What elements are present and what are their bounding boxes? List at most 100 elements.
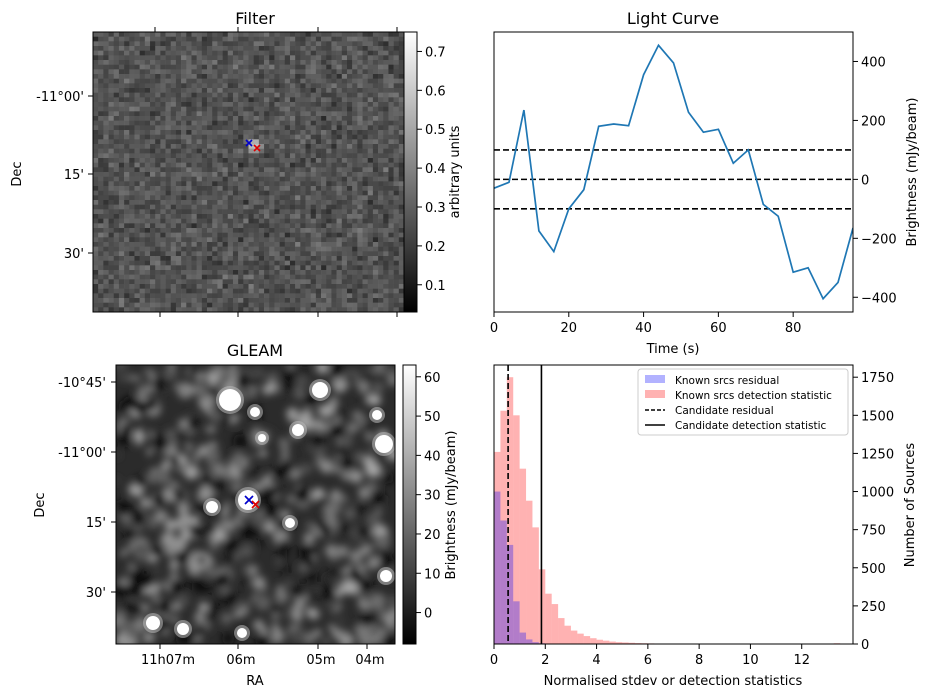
detection-histogram-bar <box>545 593 552 644</box>
filter-markers <box>245 139 261 152</box>
candidate-position-marker <box>251 500 260 509</box>
lightcurve-ylabel: Brightness (mJy/beam) <box>905 98 920 247</box>
residual-histogram-bar <box>494 491 501 644</box>
histogram-axes: 0 2 4 6 8 10 12 0 250 500 750 1000 1250 1500 1750 <box>490 371 894 668</box>
residual-histogram-bar <box>526 639 533 644</box>
lightcurve-ytick-label: 400 <box>861 55 886 70</box>
histogram-xtick-label: 2 <box>541 653 549 668</box>
filter-colorbar-frame <box>403 31 418 313</box>
detection-histogram-bar <box>596 639 603 644</box>
gleam-xtick-label: 11h07m <box>141 653 195 668</box>
gleam-colorbar-label: Brightness (mJy/beam) <box>444 431 459 580</box>
candidate-position-marker <box>253 144 261 152</box>
gleam-xtick-label: 05m <box>306 653 335 668</box>
colorbar-tick-label: 30 <box>424 489 441 504</box>
filter-colorbar: 0.1 0.2 0.3 0.4 0.5 0.6 0.7 arbitrary units <box>403 31 463 313</box>
histogram-ytick-label: 750 <box>861 524 886 539</box>
detection-histogram-bar <box>526 500 533 644</box>
colorbar-tick-label: 0.7 <box>425 45 446 60</box>
histogram-xtick-label: 4 <box>592 653 600 668</box>
gleam-ytick-label: 15' <box>86 516 106 531</box>
detection-histogram-bar <box>570 630 578 644</box>
detection-histogram-bar <box>590 638 597 644</box>
detection-histogram-bar <box>609 641 616 644</box>
filter-colorbar-gradient <box>404 32 417 312</box>
colorbar-tick-label: 10 <box>424 567 441 582</box>
detection-histogram-bar <box>628 642 636 644</box>
detection-histogram-bar <box>583 636 591 644</box>
colorbar-tick-label: 40 <box>424 449 441 464</box>
detection-histogram-bar <box>615 642 623 644</box>
histogram-ytick-label: 500 <box>861 562 886 577</box>
lightcurve-title: Light Curve <box>627 9 719 28</box>
gleam-colorbar-gradient <box>403 365 416 644</box>
gleam-title: GLEAM <box>227 341 283 360</box>
gleam-colorbar: 0 10 20 30 40 50 60 Brightness (mJy/beam) <box>402 364 459 645</box>
histogram-ytick-label: 1500 <box>861 409 894 424</box>
gleam-xlabel: RA <box>246 674 264 689</box>
colorbar-tick-label: 0.3 <box>425 201 446 216</box>
detection-histogram-bar <box>577 633 584 644</box>
legend-entry-label: Known srcs residual <box>675 375 779 387</box>
legend-swatch <box>645 390 665 398</box>
colorbar-tick-label: 50 <box>424 410 441 425</box>
lightcurve-panel: Light Curve 0 20 40 60 80 −400 −200 0 200 400 Tim… <box>490 9 920 357</box>
residual-histogram-bar <box>519 632 527 644</box>
detection-histogram-bar <box>622 642 629 644</box>
lightcurve-frame <box>493 31 854 313</box>
lightcurve-ytick-label: −200 <box>861 232 897 247</box>
lightcurve-plot-area <box>494 43 853 301</box>
legend-swatch <box>645 375 665 383</box>
gleam-panel: GLEAM -10°45' -11°00' 15' 30' 11h07m 06m… <box>33 341 459 689</box>
lightcurve-ytick-label: 200 <box>861 114 886 129</box>
filter-panel: Filter -11°00' 15' 30' Dec 0.10.20.30.40… <box>10 9 463 317</box>
colorbar-tick-label: 0.2 <box>425 240 446 255</box>
lightcurve-xtick-label: 20 <box>561 321 578 336</box>
catalog-position-marker <box>245 139 253 147</box>
detection-histogram-bar <box>558 618 565 644</box>
colorbar-tick-label: 0.6 <box>425 84 446 99</box>
legend-box <box>637 368 849 436</box>
lightcurve-series-line <box>494 43 853 301</box>
filter-image <box>93 32 404 312</box>
histogram-ytick-label: 0 <box>861 638 869 653</box>
detection-histogram-bar <box>564 625 571 644</box>
gleam-axes: -10°45' -11°00' 15' 30' 11h07m 06m 05m 0… <box>33 376 385 689</box>
filter-ytick-label: 15' <box>64 168 84 183</box>
residual-histogram-bar <box>513 601 520 644</box>
colorbar-tick-label: 0 <box>424 607 432 622</box>
histogram-ytick-label: 1000 <box>861 486 894 501</box>
colorbar-tick-label: 0.4 <box>425 162 446 177</box>
detection-histogram-bar <box>506 377 514 644</box>
gleam-ytick-label: 30' <box>86 586 106 601</box>
histogram-ytick-label: 1750 <box>861 371 894 386</box>
filter-ytick-label: 30' <box>64 247 84 262</box>
histogram-xtick-label: 10 <box>742 653 759 668</box>
residual-histogram-bar <box>506 544 514 644</box>
filter-ytick-label: -11°00' <box>36 90 84 105</box>
detection-histogram-bar <box>500 410 507 644</box>
lightcurve-xtick-label: 60 <box>710 321 727 336</box>
lightcurve-ytick-label: 0 <box>861 173 869 188</box>
detection-histogram-bar <box>513 415 520 644</box>
detection-histogram-bar <box>494 451 501 644</box>
gleam-frame <box>115 364 396 645</box>
detection-histogram-bar <box>551 604 559 644</box>
lightcurve-ytick-label: −400 <box>861 291 897 306</box>
colorbar-tick-label: 0.5 <box>425 123 446 138</box>
lightcurve-xtick-label: 0 <box>490 321 498 336</box>
lightcurve-xtick-label: 40 <box>635 321 652 336</box>
gleam-markers <box>244 495 260 509</box>
gleam-ylabel: Dec <box>33 492 48 517</box>
colorbar-tick-label: 20 <box>424 528 441 543</box>
residual-histogram-bar <box>500 520 507 644</box>
histogram-vlines <box>507 365 543 644</box>
histogram-panel: 0 2 4 6 8 10 12 0 250 500 750 1000 1250 1500 1750 Norm… <box>490 364 918 689</box>
detection-histogram-bar <box>519 468 527 644</box>
gleam-xtick-label: 04m <box>355 653 384 668</box>
filter-colorbar-label: arbitrary units <box>448 125 463 218</box>
legend-entry-label: Known srcs detection statistic <box>675 390 832 402</box>
histogram-xtick-label: 0 <box>490 653 498 668</box>
histogram-xtick-label: 12 <box>793 653 810 668</box>
